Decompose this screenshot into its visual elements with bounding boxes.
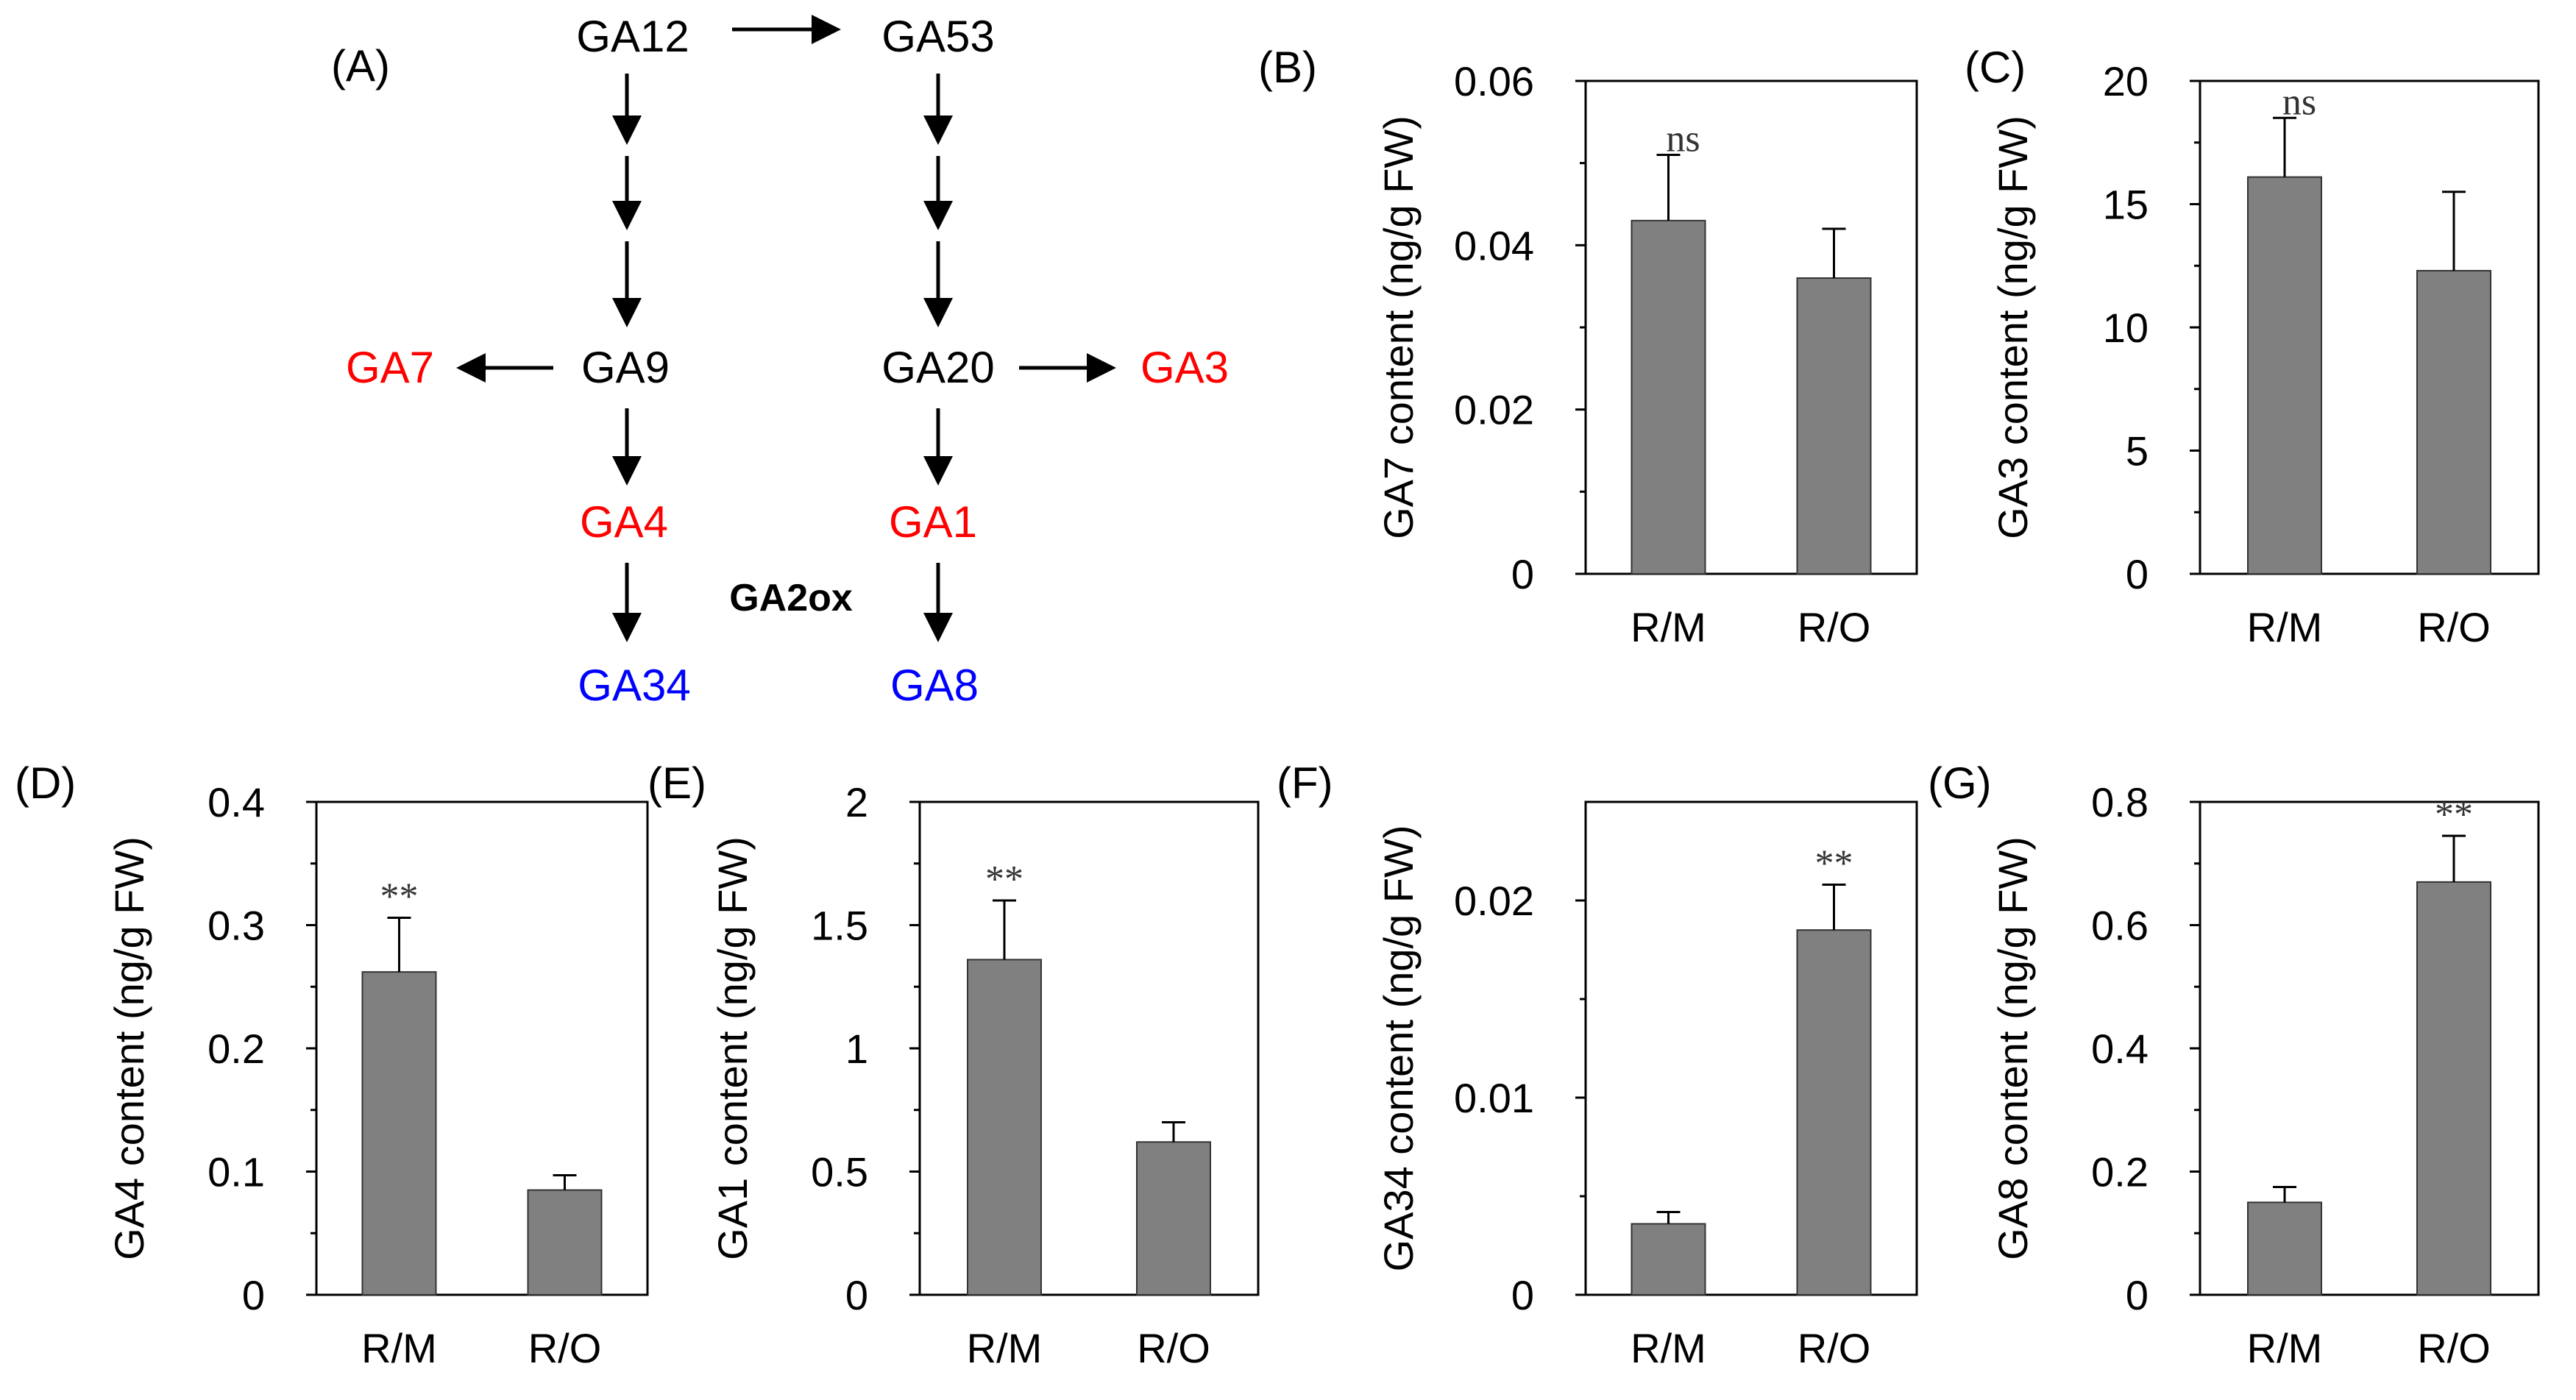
x-tick-label: R/M (2247, 1325, 2323, 1371)
y-tick-label: 1 (845, 1026, 868, 1072)
y-tick-label: 2 (845, 779, 868, 825)
x-tick-label: R/O (1798, 1325, 1871, 1371)
x-tick-label: R/O (2417, 1325, 2491, 1371)
node-ga9: GA9 (581, 343, 670, 392)
x-tick-label: R/M (2247, 604, 2323, 650)
chart-panel-e: (E) 0 0.5 1 1.5 2 GA1 content (ng/g FW) R/M ** R/… (647, 758, 1260, 1371)
x-tick-label: R/M (1631, 1325, 1706, 1371)
y-tick-label: 0 (1511, 551, 1534, 597)
node-ga1: GA1 (889, 497, 977, 547)
node-ga4: GA4 (580, 497, 668, 547)
bar-ro (527, 1189, 603, 1296)
bar-ro (1136, 1141, 1211, 1296)
panel-label-g: (G) (1928, 758, 1992, 808)
panel-label-b: (B) (1258, 43, 1317, 92)
bar-rm (1631, 1223, 1706, 1296)
chart-panel-b: (B) 0 0.02 0.04 0.06 GA7 content (ng/g FW) R/M… (1258, 43, 1918, 650)
plot-frame (1584, 800, 1918, 1296)
y-tick-label: 0 (2126, 1272, 2149, 1318)
ga-pathway-diagram: (A) GA12 GA53 GA9 GA20 GA7 GA3 GA4 GA1 G… (331, 12, 1229, 710)
panel-label-a: (A) (331, 41, 390, 90)
y-tick-label: 0.2 (207, 1026, 265, 1072)
bar-rm (2247, 1201, 2322, 1296)
pathway-arrows (456, 15, 1116, 642)
bar-rm (361, 971, 437, 1296)
node-ga3: GA3 (1140, 343, 1229, 392)
node-ga8: GA8 (890, 661, 979, 710)
bar-ro (2416, 269, 2491, 575)
y-tick-label: 0 (1511, 1272, 1534, 1318)
y-tick-label: 0.06 (1454, 58, 1534, 104)
bar-rm (2247, 176, 2322, 575)
y-tick-label: 0.02 (1454, 387, 1534, 433)
y-tick-label: 5 (2126, 428, 2149, 475)
y-tick-label: 15 (2103, 182, 2149, 228)
y-axis-label: GA7 content (ng/g FW) (1375, 116, 1422, 539)
y-tick-label: 0 (2126, 551, 2149, 597)
y-axis-label: GA4 content (ng/g FW) (106, 836, 152, 1260)
x-tick-label: R/M (361, 1325, 437, 1371)
bar-ro (1796, 929, 1872, 1296)
node-ga34: GA34 (578, 661, 690, 710)
panel-label-c: (C) (1965, 43, 2026, 92)
y-tick-label: 0.4 (207, 779, 265, 825)
x-tick-label: R/O (1798, 604, 1871, 650)
chart-panel-d: (D) 0 0.1 0.2 0.3 0.4 GA4 content (ng/g FW) R/M… (15, 758, 649, 1371)
node-ga12: GA12 (576, 12, 689, 61)
x-tick-label: R/O (1137, 1325, 1210, 1371)
bar-chart-panels: (B) 0 0.02 0.04 0.06 GA7 content (ng/g FW) R/M… (15, 43, 2540, 1371)
node-ga20: GA20 (881, 343, 994, 392)
x-tick-label: R/O (528, 1325, 602, 1371)
bar-rm (967, 959, 1042, 1296)
significance-label: ** (2435, 794, 2473, 836)
y-tick-label: 0.02 (1454, 878, 1534, 924)
y-axis-label: GA34 content (ng/g FW) (1375, 825, 1422, 1272)
y-tick-label: 1.5 (811, 903, 868, 949)
bar-ro (1796, 277, 1872, 575)
x-tick-label: R/O (2417, 604, 2491, 650)
significance-label: ** (1815, 843, 1853, 885)
panel-label-d: (D) (15, 758, 76, 808)
y-axis-label: GA8 content (ng/g FW) (1990, 836, 2036, 1260)
chart-panel-g: (G) 0 0.2 0.4 0.6 0.8 GA8 content (ng/g FW) R/M… (1928, 758, 2540, 1371)
chart-panel-f: (F) 0 0.01 0.02 GA34 content (ng/g FW) R/M R/O… (1277, 758, 1918, 1371)
node-ga7: GA7 (346, 343, 434, 392)
significance-label: ** (380, 875, 419, 917)
y-tick-label: 0.04 (1454, 222, 1534, 269)
y-tick-label: 0.4 (2091, 1026, 2149, 1072)
chart-panel-c: (C) 0 5 10 15 20 GA3 content (ng/g FW) R/M ns R/O (1965, 43, 2540, 650)
x-tick-label: R/M (1631, 604, 1706, 650)
y-tick-label: 10 (2103, 305, 2149, 351)
y-tick-label: 0.8 (2091, 779, 2149, 825)
y-tick-label: 0.6 (2091, 903, 2149, 949)
y-tick-label: 20 (2103, 58, 2149, 104)
y-tick-label: 0.3 (207, 903, 265, 949)
enzyme-label-ga2ox: GA2ox (729, 577, 853, 619)
y-tick-label: 0.5 (811, 1149, 868, 1195)
y-axis-label: GA3 content (ng/g FW) (1990, 116, 2036, 539)
bar-rm (1631, 219, 1706, 575)
panel-label-f: (F) (1277, 758, 1333, 808)
panel-label-e: (E) (647, 758, 706, 808)
x-tick-label: R/M (967, 1325, 1043, 1371)
y-tick-label: 0.2 (2091, 1149, 2149, 1195)
node-ga53: GA53 (881, 12, 994, 61)
significance-label: ns (1666, 118, 1700, 160)
y-tick-label: 0 (845, 1272, 868, 1318)
significance-label: ns (2282, 81, 2316, 123)
y-tick-label: 0.01 (1454, 1075, 1534, 1121)
significance-label: ** (985, 859, 1023, 900)
y-tick-label: 0.1 (207, 1149, 265, 1195)
bar-ro (2416, 881, 2491, 1296)
y-tick-label: 0 (242, 1272, 265, 1318)
y-axis-label: GA1 content (ng/g FW) (709, 836, 756, 1260)
